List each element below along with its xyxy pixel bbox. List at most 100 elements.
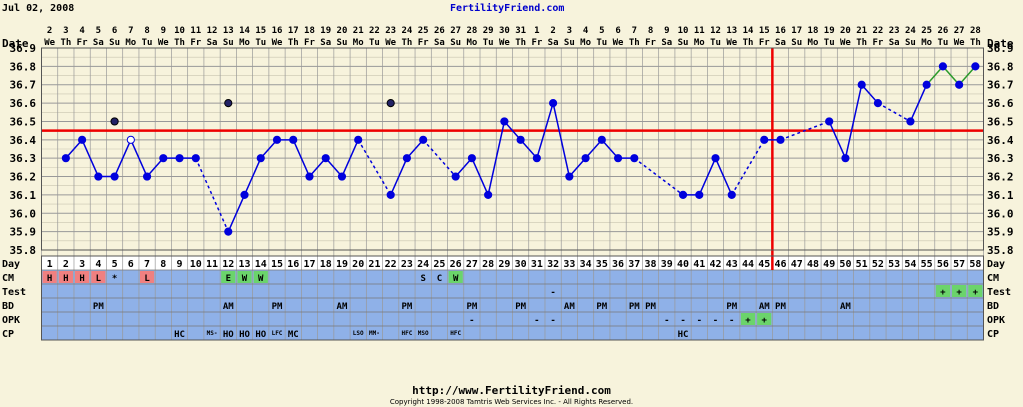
y-tick-right: 36.5 xyxy=(987,115,1014,128)
cycle-day: 35 xyxy=(596,259,608,270)
temp-point xyxy=(613,154,623,163)
cp-cell: HC xyxy=(678,330,689,340)
cycle-day: 24 xyxy=(417,259,429,270)
temp-point xyxy=(597,135,606,144)
cm-cell: L xyxy=(96,274,102,284)
cp-cell: MSO xyxy=(418,330,429,337)
date-label: 5 xyxy=(96,26,101,36)
cycle-day: 9 xyxy=(177,259,183,270)
opk-cell: - xyxy=(664,316,669,326)
footer-url[interactable]: http://www.FertilityFriend.com xyxy=(412,384,611,397)
temp-point xyxy=(500,117,509,126)
opk-cell: - xyxy=(534,316,539,326)
y-tick-left: 35.9 xyxy=(10,226,37,239)
row-label-cp: CP xyxy=(2,329,14,340)
date-label: 23 xyxy=(385,26,396,36)
weekday-label: Th xyxy=(402,38,413,48)
temp-point xyxy=(873,98,883,108)
cm-cell: W xyxy=(258,274,264,284)
weekday-label: We xyxy=(499,38,510,48)
date-label: 28 xyxy=(466,26,477,36)
date-label: 24 xyxy=(905,26,916,36)
cycle-day: 36 xyxy=(612,259,624,270)
temp-line-segment xyxy=(357,139,392,196)
cm-cell-bg xyxy=(42,271,57,283)
weekday-label: Tu xyxy=(483,38,494,48)
cycle-day: 30 xyxy=(515,259,527,270)
date-label: 27 xyxy=(954,26,965,36)
cycle-day: 27 xyxy=(466,259,478,270)
cp-cell: HFC xyxy=(450,330,461,337)
bd-cell: PM xyxy=(775,302,786,312)
weekday-label: Sa xyxy=(93,38,104,48)
date-label: 24 xyxy=(402,26,413,36)
cp-cell: HFC xyxy=(402,330,413,337)
y-tick-right: 36.4 xyxy=(987,134,1014,147)
cp-cell: MS- xyxy=(207,330,218,337)
date-label: 9 xyxy=(664,26,669,36)
y-tick-left: 36.9 xyxy=(10,42,37,55)
cycle-day: 51 xyxy=(856,259,868,270)
temp-point xyxy=(159,154,168,163)
chart-date: Jul 02, 2008 xyxy=(2,3,75,14)
temp-line-segment xyxy=(633,157,684,196)
row-label-opk: OPK xyxy=(2,315,20,326)
cp-cell: MM- xyxy=(369,330,380,337)
y-tick-right: 36.0 xyxy=(987,207,1014,220)
temp-point xyxy=(825,117,834,126)
cm-cell: E xyxy=(226,274,231,284)
opk-cell-bg xyxy=(757,313,772,325)
weekday-label: Mo xyxy=(239,38,250,48)
weekday-label: Th xyxy=(856,38,867,48)
date-label: 18 xyxy=(304,26,315,36)
date-label: 13 xyxy=(726,26,737,36)
footer-copyright: Copyright 1998-2008 Tamtris Web Services… xyxy=(389,398,634,406)
cp-cell: MC xyxy=(288,330,299,340)
test-cell: + xyxy=(973,288,979,298)
weekday-label: Su xyxy=(223,38,234,48)
weekday-label: We xyxy=(954,38,965,48)
cm-cell-bg xyxy=(139,271,155,283)
site-title[interactable]: FertilityFriend.com xyxy=(450,3,565,14)
temp-line-segment xyxy=(536,102,554,159)
date-label: 25 xyxy=(418,26,429,36)
cp-cell: HO xyxy=(223,330,234,340)
cycle-day: 58 xyxy=(969,259,981,270)
cycle-day: 3 xyxy=(79,259,85,270)
cycle-day: 18 xyxy=(320,259,332,270)
cp-cell: HC xyxy=(174,330,185,340)
temp-line-segment xyxy=(390,157,408,196)
temp-point xyxy=(110,172,119,181)
opk-cell: - xyxy=(550,316,555,326)
y-tick-left: 36.4 xyxy=(10,134,37,147)
y-tick-left: 36.6 xyxy=(10,97,37,110)
bd-cell: AM xyxy=(759,302,770,312)
cycle-day: 28 xyxy=(482,259,494,270)
date-label: 6 xyxy=(112,26,117,36)
cm-cell-bg xyxy=(91,271,106,283)
temp-point xyxy=(630,154,639,163)
temp-point xyxy=(451,172,460,181)
temp-point xyxy=(354,135,363,144)
temp-line-segment xyxy=(552,102,571,177)
temp-point xyxy=(678,190,688,200)
date-label: 27 xyxy=(450,26,461,36)
temp-point xyxy=(94,172,103,181)
cycle-day: 20 xyxy=(352,259,364,270)
weekday-label: Fr xyxy=(190,38,201,48)
date-label: 19 xyxy=(824,26,835,36)
weekday-label: Sa xyxy=(775,38,786,48)
cp-cell: HO xyxy=(255,330,266,340)
temp-point xyxy=(971,62,980,71)
y-tick-left: 36.5 xyxy=(10,115,37,128)
y-tick-right: 35.9 xyxy=(987,226,1014,239)
date-label: 2 xyxy=(550,26,555,36)
weekday-label: Fr xyxy=(531,38,542,48)
weekday-label: Tu xyxy=(937,38,948,48)
temp-point xyxy=(695,190,704,200)
weekday-label: Tu xyxy=(255,38,266,48)
cp-cell: HO xyxy=(239,330,250,340)
cycle-day: 29 xyxy=(498,259,510,270)
weekday-label: Th xyxy=(970,38,981,48)
date-label: 15 xyxy=(255,26,266,36)
